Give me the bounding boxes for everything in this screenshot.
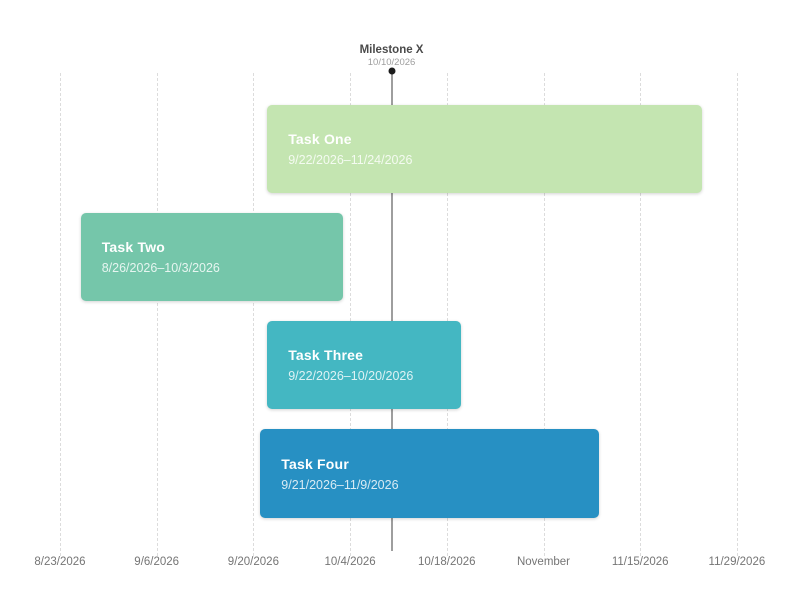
milestone-line — [390, 71, 393, 551]
milestone-label-group: Milestone X 10/10/2026 — [360, 44, 424, 68]
axis-tick-label: 11/15/2026 — [611, 556, 669, 568]
milestone-name: Milestone X — [359, 44, 424, 56]
axis-tick-label: 10/18/2026 — [418, 556, 476, 568]
milestone-date: 10/10/2026 — [367, 57, 416, 68]
milestone-marker[interactable] — [388, 67, 396, 75]
axis-tick-label: 10/4/2026 — [324, 556, 376, 568]
axis-tick-label: 8/23/2026 — [34, 556, 86, 568]
task-name: Task Three — [288, 347, 364, 363]
task-name: Task One — [288, 131, 352, 147]
gridline — [736, 73, 738, 556]
task-date-range: 9/22/2026–11/24/2026 — [288, 153, 413, 167]
task-name: Task Four — [281, 455, 349, 472]
gridline — [446, 73, 448, 556]
gridline — [60, 73, 61, 556]
axis-tick-label: 11/29/2026 — [708, 556, 766, 568]
task-name: Task Two — [101, 239, 166, 255]
task-date-range: 9/21/2026–11/9/2026 — [281, 477, 399, 492]
gridline — [253, 73, 255, 556]
task-bar-task-four[interactable]: Task Four 9/21/2026–11/9/2026 — [260, 429, 599, 518]
gridline — [350, 73, 352, 556]
axis-tick-label: 9/6/2026 — [134, 556, 180, 568]
task-date-range: 9/22/2026–10/20/2026 — [288, 369, 414, 383]
gridline — [640, 73, 642, 556]
gridline — [156, 73, 158, 556]
axis-tick-label: 9/20/2026 — [227, 556, 279, 568]
task-bar-task-two[interactable]: Task Two 8/26/2026–10/3/2026 — [80, 213, 344, 301]
axis-tick-label: November — [516, 556, 571, 568]
gridline — [543, 73, 545, 556]
task-bar-task-one[interactable]: Task One 9/22/2026–11/24/2026 — [267, 105, 703, 193]
task-bar-task-three[interactable]: Task Three 9/22/2026–10/20/2026 — [267, 321, 461, 409]
task-date-range: 8/26/2026–10/3/2026 — [101, 261, 220, 275]
